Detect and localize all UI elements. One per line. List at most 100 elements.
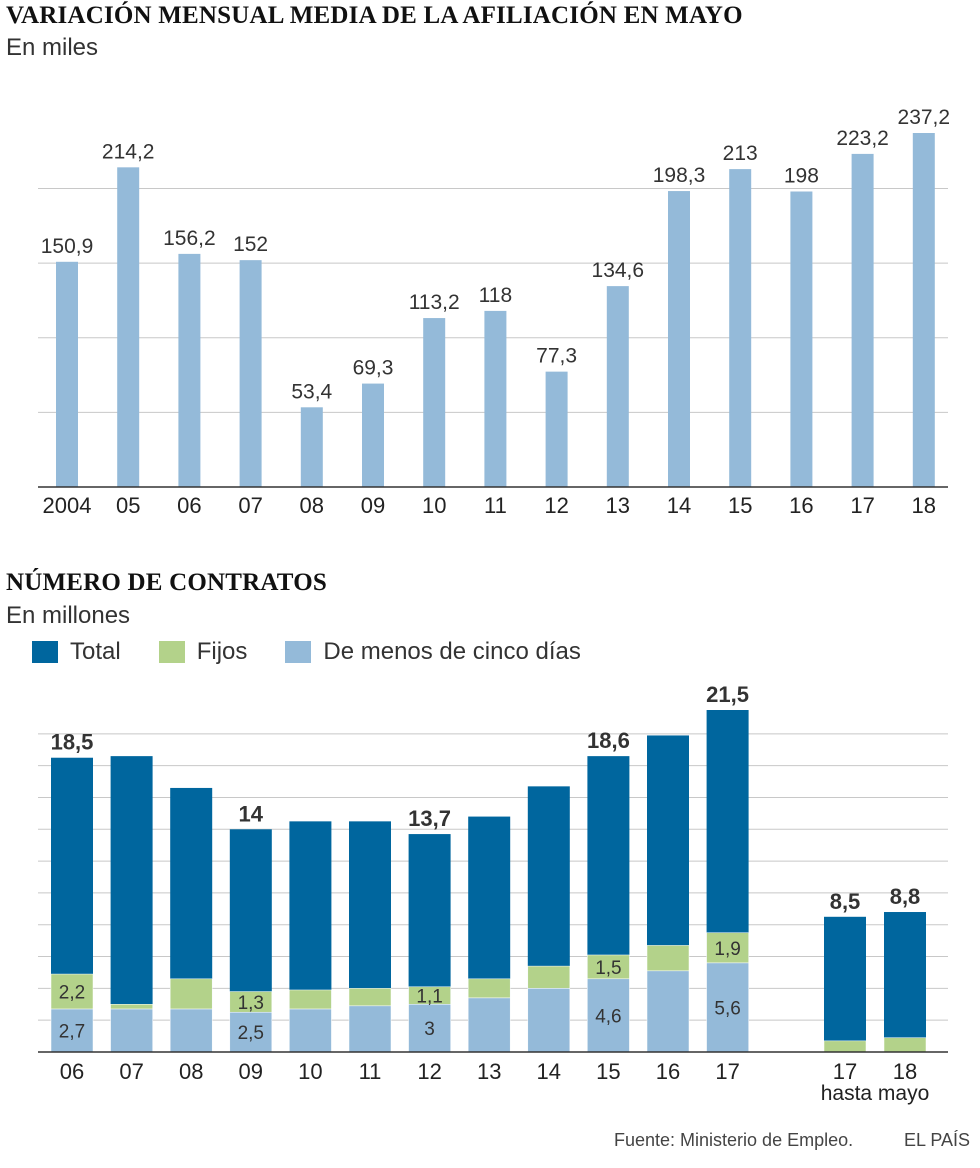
chart2-total-segment xyxy=(884,912,926,1052)
chart2-total-label: 8,8 xyxy=(890,884,921,909)
chart1-value-label: 213 xyxy=(723,142,758,165)
chart1-bar xyxy=(423,318,446,487)
chart2-short-label: 3 xyxy=(424,1019,435,1040)
chart1-tick-label: 16 xyxy=(789,493,813,518)
chart2-short-segment xyxy=(110,1008,153,1053)
chart2-short-label: 4,6 xyxy=(595,1006,621,1027)
chart1-tick-label: 15 xyxy=(728,493,752,518)
chart2-tick-label: 12 xyxy=(417,1059,441,1084)
chart1-value-label: 69,3 xyxy=(353,357,394,380)
chart1-value-label: 198,3 xyxy=(653,164,706,187)
chart2-short-segment xyxy=(408,1004,451,1053)
chart1-value-label: 198 xyxy=(784,165,819,188)
chart2-total-label: 8,5 xyxy=(830,889,861,914)
chart1-value-label: 113,2 xyxy=(409,291,460,314)
chart2-short-segment xyxy=(706,962,749,1053)
chart2-short-segment xyxy=(169,1008,213,1053)
chart2-fijos-label: 1,9 xyxy=(714,939,740,960)
chart2-title: NÚMERO DE CONTRATOS xyxy=(6,569,327,596)
chart2-fijos-label: 1,1 xyxy=(416,987,442,1008)
chart1-bar xyxy=(484,310,507,487)
chart2-tick-label: 17 xyxy=(833,1059,857,1084)
chart2-fijos-segment xyxy=(467,978,511,999)
chart2-total-segment xyxy=(824,916,866,1052)
chart1-tick-label: 13 xyxy=(606,493,630,518)
chart1-tick-label: 07 xyxy=(238,493,262,518)
chart2-tick-label: 07 xyxy=(119,1059,143,1084)
chart2-fijos-label: 1,5 xyxy=(595,958,621,979)
chart1-tick-label: 14 xyxy=(667,493,691,518)
chart1-title: VARIACIÓN MENSUAL MEDIA DE LA AFILIACIÓN… xyxy=(6,2,743,29)
chart2-tick-label: 06 xyxy=(60,1059,84,1084)
chart2-short-segment xyxy=(229,1011,273,1053)
legend-swatch-short xyxy=(285,641,312,663)
chart2-tick-label: 17 xyxy=(715,1059,739,1084)
chart1-bar xyxy=(300,407,323,487)
brand-label: EL PAÍS xyxy=(904,1130,971,1150)
chart2-tick-label: 11 xyxy=(359,1059,382,1084)
chart1-value-label: 134,6 xyxy=(592,259,645,282)
chart1-bar xyxy=(668,191,690,487)
chart2-tick-label: 18 xyxy=(893,1059,917,1084)
chart2-fijos-segment xyxy=(110,1004,153,1010)
chart1-tick-label: 2004 xyxy=(43,493,92,518)
chart1-value-label: 223,2 xyxy=(836,127,889,150)
chart1-value-label: 152 xyxy=(233,233,268,256)
chart2-legend: Total Fijos De menos de cinco días xyxy=(32,636,619,668)
chart2-total-label: 13,7 xyxy=(408,806,451,831)
chart2-fijos-segment xyxy=(646,945,690,972)
chart2-fijos-label: 2,2 xyxy=(59,983,85,1004)
chart1-value-label: 150,9 xyxy=(41,235,94,258)
chart2-fijos-segment xyxy=(527,965,571,989)
chart2-short-segment xyxy=(289,1008,332,1053)
chart1-tick-label: 06 xyxy=(177,493,201,518)
legend-item-short: De menos de cinco días xyxy=(285,638,581,666)
chart2-tick-label: 15 xyxy=(596,1059,620,1084)
chart1-value-label: 214,2 xyxy=(102,140,155,163)
chart1-bar xyxy=(117,167,140,487)
chart2-short-segment xyxy=(527,988,571,1053)
chart1-value-label: 156,2 xyxy=(163,227,216,250)
chart1-bar xyxy=(606,286,629,487)
chart1-bar xyxy=(239,260,262,487)
legend-label-total: Total xyxy=(70,638,121,665)
chart2-short-segment xyxy=(348,1005,392,1053)
chart1-tick-label: 18 xyxy=(912,493,936,518)
legend-label-short: De menos de cinco días xyxy=(323,638,581,665)
chart1-tick-label: 11 xyxy=(484,493,507,518)
chart2-fijos-segment xyxy=(348,988,392,1007)
chart1-tick-label: 08 xyxy=(300,493,324,518)
chart2-tick-label: 08 xyxy=(179,1059,203,1084)
chart2-short-segment xyxy=(646,970,690,1053)
chart2-tick-label: 16 xyxy=(656,1059,680,1084)
chart2-fijos-segment xyxy=(823,1040,867,1053)
chart2-tick-label: 13 xyxy=(477,1059,501,1084)
source-note: Fuente: Ministerio de Empleo. xyxy=(614,1130,854,1150)
chart2-fijos-segment xyxy=(289,989,332,1010)
chart1-tick-label: 10 xyxy=(422,493,446,518)
chart2-tick-label: 09 xyxy=(239,1059,263,1084)
chart2-tick-label: 10 xyxy=(298,1059,322,1084)
legend-swatch-fijos xyxy=(158,641,185,663)
chart1-bar xyxy=(545,371,568,487)
chart2-fijos-segment xyxy=(883,1037,927,1053)
chart1-value-label: 118 xyxy=(479,284,512,307)
chart1-bar xyxy=(851,153,874,488)
chart2-fijos-segment xyxy=(169,978,213,1010)
affiliation-bar-chart: 150,9 2004 214,2 05 156,2 06 152 07 53,4 08 69,3 09… xyxy=(38,106,951,518)
chart1-bar xyxy=(912,133,935,487)
chart2-partial-label: hasta mayo xyxy=(821,1082,930,1105)
chart1-bar xyxy=(790,191,813,487)
chart2-short-segment xyxy=(467,997,511,1053)
chart2-fijos-segment xyxy=(50,973,94,1010)
chart2-subtitle: En millones xyxy=(6,602,131,629)
contracts-stacked-bar-chart: 18,5 2,2 2,7 06 07 08 14 1,3 2,5 09 10 11 13,7 1,1 3 12… xyxy=(38,682,948,1105)
chart1-bar xyxy=(362,383,384,487)
legend-item-fijos: Fijos xyxy=(158,638,248,666)
chart1-bar xyxy=(56,261,78,487)
chart1-value-label: 237,2 xyxy=(898,106,951,129)
legend-label-fijos: Fijos xyxy=(196,638,248,665)
chart2-total-label: 14 xyxy=(239,801,264,826)
chart2-fijos-segment xyxy=(706,932,749,964)
chart1-tick-label: 12 xyxy=(544,493,568,518)
